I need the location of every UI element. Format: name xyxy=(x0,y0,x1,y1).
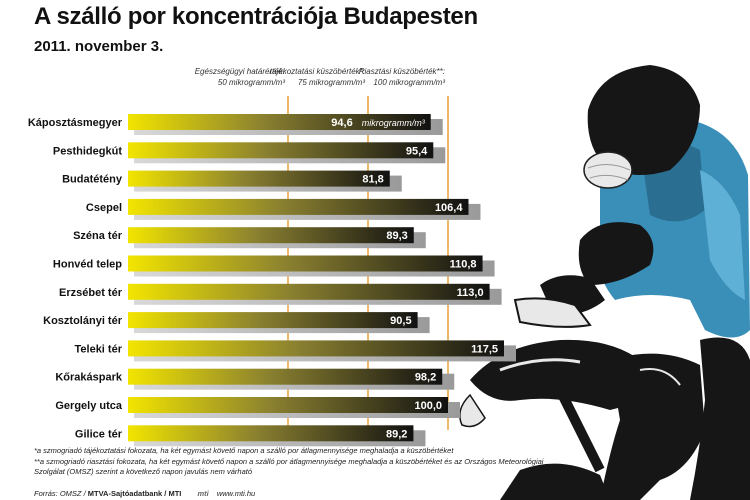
category-label: Gilice tér xyxy=(75,428,123,440)
category-label: Csepel xyxy=(86,202,122,214)
threshold-value-label: 50 mikrogramm/m³ xyxy=(218,78,285,87)
value-label: 95,4 xyxy=(406,145,428,157)
category-label: Káposztásmegyer xyxy=(28,117,123,129)
bar xyxy=(128,198,469,215)
value-label: 110,8 xyxy=(450,259,477,271)
footnote-info-level: *a szmogriadó tájékoztatási fokozata, ha… xyxy=(34,446,454,455)
bar xyxy=(128,255,483,272)
cyclist-with-face-mask-illustration xyxy=(459,65,750,500)
value-label: 89,3 xyxy=(386,230,407,242)
category-label: Teleki tér xyxy=(75,343,123,355)
unit-label: mikrogramm/m³ xyxy=(362,118,426,128)
category-label: Pesthidegkút xyxy=(53,145,122,157)
bar xyxy=(128,170,390,187)
value-label: 113,0 xyxy=(457,287,484,299)
value-label: 94,6 xyxy=(331,117,352,129)
threshold-label: Egészségügyi határérték: xyxy=(195,67,285,76)
bar xyxy=(128,227,414,244)
threshold-label: tájékoztatási küszöbérték*: xyxy=(270,67,365,76)
bar xyxy=(128,142,434,159)
bar xyxy=(128,368,443,385)
category-label: Kosztolányi tér xyxy=(43,315,123,327)
mti-logo-icon: mti xyxy=(197,489,209,498)
value-label: 117,5 xyxy=(471,343,498,355)
threshold-value-label: 100 mikrogramm/m³ xyxy=(373,78,445,87)
value-label: 106,4 xyxy=(435,202,463,214)
chart-title: A szálló por koncentrációja Budapesten xyxy=(34,3,478,30)
source-url: www.mti.hu xyxy=(216,489,256,498)
bar xyxy=(128,312,418,329)
bar xyxy=(128,397,448,413)
bar xyxy=(128,425,414,442)
category-label: Széna tér xyxy=(73,230,123,242)
category-label: Budatétény xyxy=(62,174,123,186)
category-label: Honvéd telep xyxy=(53,259,122,271)
value-label: 100,0 xyxy=(414,400,442,412)
footnotes: *a szmogriadó tájékoztatási fokozata, ha… xyxy=(34,446,554,478)
footnote-alarm-level: **a szmogriadó riasztási fokozata, ha ké… xyxy=(34,456,544,477)
category-label: Kőrakáspark xyxy=(55,372,123,384)
value-label: 98,2 xyxy=(415,372,436,384)
chart-subtitle: 2011. november 3. xyxy=(34,38,164,55)
threshold-value-label: 75 mikrogramm/m³ xyxy=(298,78,365,87)
bar xyxy=(128,283,490,300)
category-label: Erzsébet tér xyxy=(59,287,123,299)
category-label: Gergely utca xyxy=(55,400,123,412)
bar xyxy=(128,114,431,130)
source-prefix: Forrás: OMSZ / xyxy=(34,489,88,498)
value-label: 81,8 xyxy=(362,174,383,186)
source-bold: MTVA-Sajtóadatbank / MTI xyxy=(87,489,182,498)
value-label: 90,5 xyxy=(390,315,411,327)
bar xyxy=(128,340,504,357)
source-line: Forrás: OMSZ / MTVA-Sajtóadatbank / MTI … xyxy=(34,489,255,498)
value-label: 89,2 xyxy=(386,428,407,440)
threshold-label: Riasztási küszöbérték**: xyxy=(359,67,445,76)
